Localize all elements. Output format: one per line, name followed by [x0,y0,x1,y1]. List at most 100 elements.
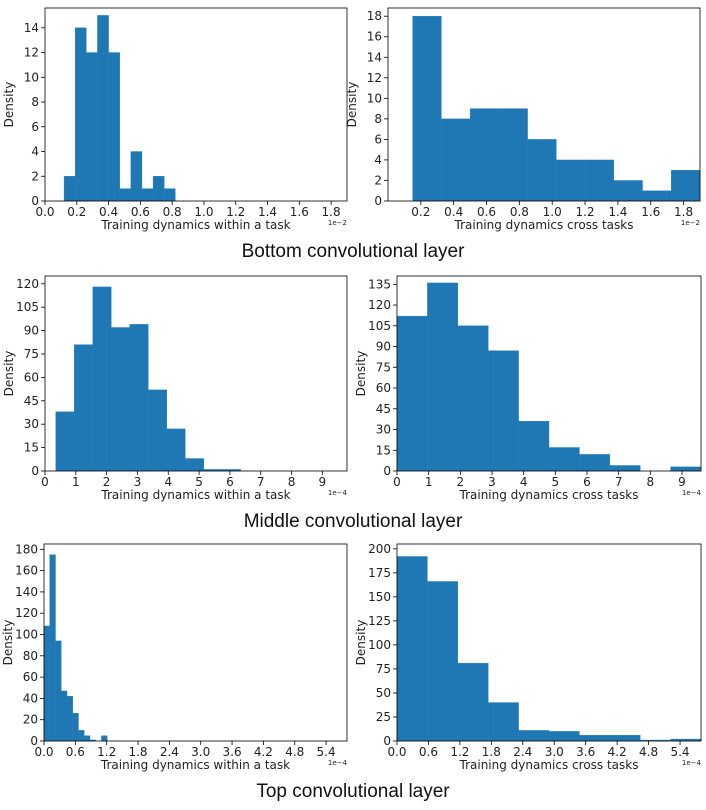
y-tick-label: 8 [31,95,39,109]
x-tick-label: 2.4 [513,745,532,759]
histogram-bar [527,139,557,202]
x-tick-label: 0.8 [163,205,182,219]
y-tick-label: 90 [376,340,391,354]
histogram-bar [518,421,550,472]
top-layer-caption: Top convolutional layer [256,781,450,802]
y-tick-label: 8 [374,112,382,126]
x-tick-label: 2.4 [160,745,179,759]
histogram-bar [498,108,528,202]
x-tick-label: 3.0 [545,745,564,759]
x-tick-label: 3 [134,475,142,489]
x-tick-label: 0.6 [66,745,85,759]
x-axis-label: Training dynamics within a task [100,488,290,502]
histogram-bar [518,730,550,742]
histogram-bar [609,735,641,742]
x-tick-label: 8 [647,475,655,489]
x-tick-label: 4.8 [639,745,658,759]
y-tick-label: 180 [15,542,38,556]
y-tick-label: 25 [376,710,391,724]
y-tick-label: 120 [16,277,39,291]
histogram-bar [396,556,428,742]
y-tick-label: 6 [374,132,382,146]
x-tick-label: 7 [615,475,623,489]
y-tick-label: 2 [374,173,382,187]
y-axis-label: Density [345,82,359,128]
y-axis-label: Density [2,351,16,397]
y-tick-label: 4 [374,153,382,167]
x-tick-label: 1.4 [258,205,277,219]
histogram-bar [427,282,458,472]
x-tick-label: 8 [288,475,296,489]
y-tick-label: 10 [367,91,382,105]
y-tick-label: 105 [16,300,39,314]
x-tick-label: 1.2 [226,205,245,219]
y-tick-label: 45 [376,402,391,416]
x-tick-label: 5 [552,475,560,489]
y-tick-label: 12 [367,71,382,85]
x-tick-label: 0.6 [131,205,150,219]
x-scale-offset-label: 1e−4 [682,759,702,767]
histogram-bar [579,735,611,742]
x-tick-label: 1.6 [290,205,309,219]
x-tick-label: 6 [583,475,591,489]
x-scale-offset-label: 1e−4 [328,489,348,497]
y-tick-label: 6 [31,120,39,134]
y-tick-label: 60 [376,381,391,395]
y-tick-label: 60 [23,670,38,684]
x-tick-label: 1.4 [608,205,627,219]
x-tick-label: 0.0 [35,205,54,219]
bottom-cross-tasks-histogram: 0.2 0.4 0.6 0.8 1.0 1.2 1.4 1.6 1.8 0 2 4 6 8 10 12 14 16… [345,7,701,232]
x-tick-label: 3.0 [191,745,210,759]
x-axis-label: Training dynamics cross tasks [454,218,634,232]
histogram-bar [457,325,489,472]
x-scale-offset-label: 1e−4 [682,489,702,497]
y-tick-label: 18 [367,9,382,23]
y-tick-label: 75 [376,662,391,676]
histogram-bar [488,702,519,742]
y-tick-label: 30 [376,423,391,437]
plot-frame [396,275,702,472]
plot-frame [44,7,348,202]
y-tick-label: 80 [23,649,38,663]
y-tick-label: 135 [368,277,391,291]
x-tick-label: 9 [319,475,327,489]
y-tick-label: 20 [23,713,38,727]
x-tick-label: 0.2 [67,205,86,219]
x-scale-offset-label: 1e−2 [681,219,700,227]
histogram-bar [556,159,586,202]
x-tick-label: 4 [164,475,172,489]
y-tick-label: 0 [374,194,382,208]
y-tick-label: 15 [24,441,39,455]
bottom-layer-caption: Bottom convolutional layer [241,241,465,262]
y-tick-label: 45 [24,394,39,408]
y-tick-label: 140 [15,585,38,599]
x-tick-label: 0.8 [510,205,529,219]
x-tick-label: 4.2 [254,745,273,759]
x-tick-label: 0.0 [34,745,53,759]
x-tick-label: 0.6 [419,745,438,759]
histogram-bar [469,108,500,202]
x-tick-label: 4.2 [608,745,627,759]
y-tick-label: 30 [24,417,39,431]
x-tick-label: 0.4 [99,205,118,219]
x-tick-label: 1.2 [576,205,595,219]
x-axis-label: Training dynamics cross tasks [459,758,639,772]
y-tick-label: 90 [24,324,39,338]
y-tick-label: 120 [368,298,391,312]
y-tick-label: 0 [383,464,391,478]
y-tick-label: 150 [368,590,391,604]
x-axis-label: Training dynamics within a task [100,758,290,772]
top-cross-tasks-histogram: 0.0 0.6 1.2 1.8 2.4 3.0 3.6 4.2 4.8 5.4 0 25 50 75 100… [354,542,702,772]
plot-frame [387,7,701,202]
x-tick-label: 6 [226,475,234,489]
x-axis-label: Training dynamics cross tasks [459,488,639,502]
x-scale-offset-label: 1e−4 [328,759,348,767]
x-tick-label: 0.0 [387,745,406,759]
x-tick-label: 1.8 [674,205,693,219]
histogram-bar [584,159,614,202]
y-tick-label: 0 [31,464,39,478]
y-axis-label: Density [354,620,368,666]
x-tick-label: 4 [520,475,528,489]
y-axis-label: Density [2,82,16,128]
